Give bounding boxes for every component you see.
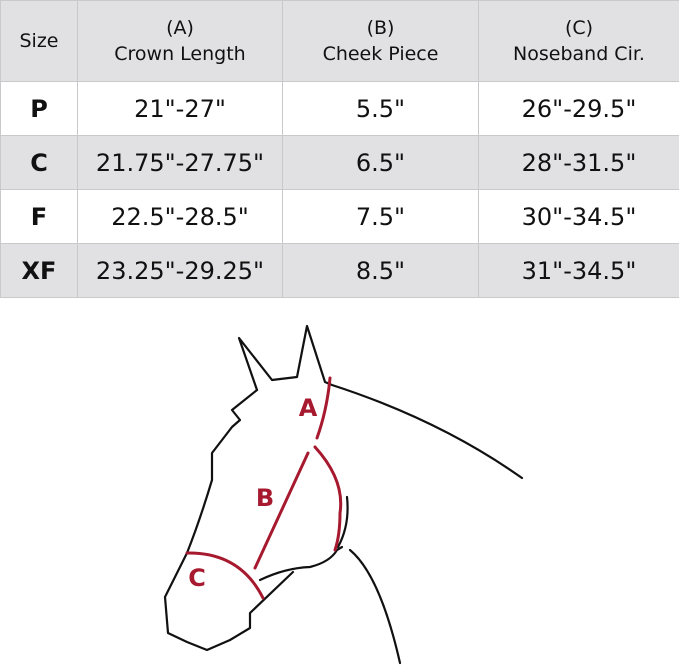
header-label: Cheek Piece bbox=[322, 43, 439, 65]
header-noseband: (C) Noseband Cir. bbox=[478, 0, 679, 82]
cheek-piece-cell: 6.5" bbox=[282, 135, 479, 190]
size-cell: F bbox=[0, 189, 78, 244]
noseband-cell: 28"-31.5" bbox=[478, 135, 679, 190]
label-b: B bbox=[256, 484, 274, 512]
header-label: Noseband Cir. bbox=[513, 43, 645, 65]
measurement-lines bbox=[185, 376, 343, 600]
noseband-cell: 30"-34.5" bbox=[478, 189, 679, 244]
header-letter: (B) bbox=[366, 17, 395, 39]
header-label: Crown Length bbox=[114, 43, 246, 65]
horse-head-diagram: A B C bbox=[163, 324, 524, 665]
header-letter: (A) bbox=[166, 17, 194, 39]
horse-outline bbox=[163, 324, 524, 665]
crown-length-cell: 22.5"-28.5" bbox=[77, 189, 283, 244]
crown-length-cell: 21.75"-27.75" bbox=[77, 135, 283, 190]
size-chart-table: Size (A) Crown Length (B) Cheek Piece (C) N… bbox=[0, 0, 679, 298]
header-label: Size bbox=[19, 30, 59, 52]
noseband-cell: 31"-34.5" bbox=[478, 243, 679, 298]
size-cell: C bbox=[0, 135, 78, 190]
crown-length-cell: 21"-27" bbox=[77, 81, 283, 136]
table-row: C 21.75"-27.75" 6.5" 28"-31.5" bbox=[0, 135, 679, 190]
cheek-piece-cell: 7.5" bbox=[282, 189, 479, 244]
header-crown-length: (A) Crown Length bbox=[77, 0, 283, 82]
size-cell: P bbox=[0, 81, 78, 136]
crown-line-a bbox=[315, 376, 332, 440]
label-a: A bbox=[299, 394, 318, 422]
header-size: Size bbox=[0, 0, 78, 82]
header-row: Size (A) Crown Length (B) Cheek Piece (C) N… bbox=[0, 0, 679, 82]
header-cheek-piece: (B) Cheek Piece bbox=[282, 0, 479, 82]
header-letter: (C) bbox=[564, 17, 594, 39]
label-c: C bbox=[188, 564, 206, 592]
noseband-cell: 26"-29.5" bbox=[478, 81, 679, 136]
cheek-line-b bbox=[253, 451, 310, 570]
table-row: F 22.5"-28.5" 7.5" 30"-34.5" bbox=[0, 189, 679, 244]
cheek-piece-cell: 5.5" bbox=[282, 81, 479, 136]
size-cell: XF bbox=[0, 243, 78, 298]
cheek-piece-cell: 8.5" bbox=[282, 243, 479, 298]
table-row: P 21"-27" 5.5" 26"-29.5" bbox=[0, 81, 679, 136]
noseband-arc-c bbox=[185, 551, 265, 600]
crown-length-cell: 23.25"-29.25" bbox=[77, 243, 283, 298]
throat-arc bbox=[313, 445, 343, 552]
table-row: XF 23.25"-29.25" 8.5" 31"-34.5" bbox=[0, 243, 679, 298]
